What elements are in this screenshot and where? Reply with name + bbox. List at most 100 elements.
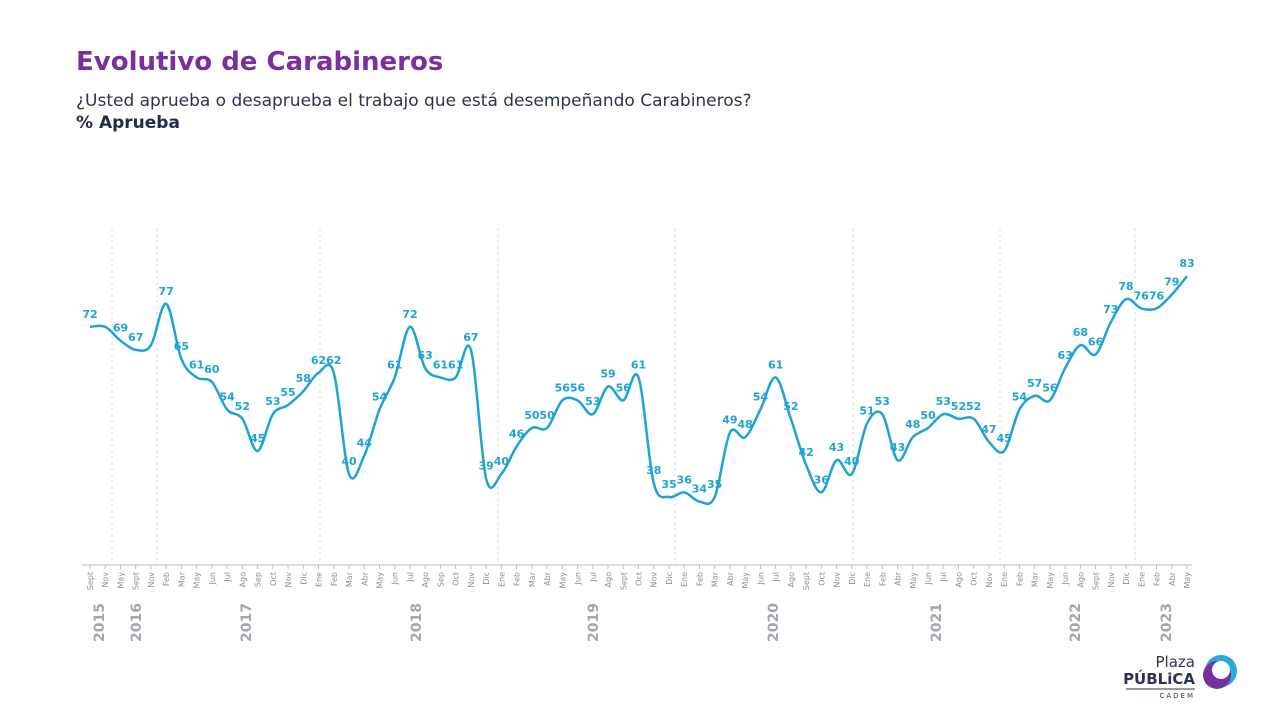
- value-label: 39: [478, 460, 493, 473]
- x-tick-label: May: [116, 572, 125, 589]
- value-label: 54: [372, 391, 388, 404]
- value-label: 34: [692, 483, 708, 496]
- value-label: 49: [722, 414, 737, 427]
- value-label: 62: [311, 354, 326, 367]
- value-label: 76: [1149, 289, 1165, 302]
- value-label: 53: [265, 395, 280, 408]
- x-tick-label: Jul: [589, 572, 598, 583]
- value-label: 73: [1103, 303, 1118, 316]
- x-tick-label: Nov: [101, 572, 110, 588]
- x-tick-label: Abr: [894, 571, 903, 586]
- x-tick-label: Sept: [132, 572, 141, 590]
- year-label: 2019: [586, 603, 602, 642]
- value-label: 56: [570, 381, 586, 394]
- value-label: 58: [296, 372, 311, 385]
- x-tick-label: Oct: [452, 572, 461, 586]
- x-tick-label: Jul: [772, 572, 781, 583]
- x-tick-label: May: [558, 572, 567, 589]
- x-tick-label: May: [1183, 572, 1192, 589]
- x-tick-label: Feb: [330, 572, 339, 586]
- x-tick-label: Nov: [147, 572, 156, 588]
- value-label: 63: [418, 349, 433, 362]
- x-tick-label: Ene: [1137, 572, 1146, 587]
- x-tick-label: Ene: [680, 572, 689, 587]
- year-label: 2015: [92, 603, 108, 642]
- x-tick-label: Nov: [985, 572, 994, 588]
- x-tick-label: Dic: [299, 572, 308, 585]
- x-tick-label: Abr: [726, 571, 735, 586]
- logo-text: PÚBLiCA: [1123, 669, 1195, 688]
- x-tick-label: Nov: [833, 572, 842, 588]
- value-label: 52: [951, 400, 966, 413]
- value-label: 61: [631, 358, 646, 371]
- value-label: 46: [509, 427, 525, 440]
- value-label: 61: [768, 358, 783, 371]
- x-tick-label: Ago: [604, 572, 613, 588]
- x-tick-label: Feb: [1015, 572, 1024, 586]
- value-label: 35: [707, 478, 722, 491]
- value-label: 54: [219, 391, 235, 404]
- x-tick-label: Dic: [848, 572, 857, 585]
- x-tick-label: May: [193, 572, 202, 589]
- x-tick-label: Sep: [436, 572, 445, 587]
- value-label: 53: [585, 395, 600, 408]
- value-label: 50: [524, 409, 540, 422]
- x-tick-label: Ago: [421, 572, 430, 588]
- value-label: 51: [859, 404, 874, 417]
- x-tick-label: Oct: [970, 572, 979, 586]
- chart-subtitle: ¿Usted aprueba o desaprueba el trabajo q…: [76, 91, 752, 111]
- value-label: 48: [905, 418, 920, 431]
- value-label: 43: [890, 441, 905, 454]
- dividers: [111, 228, 1136, 565]
- line: [89, 275, 1188, 506]
- x-tick-label: Nov: [1107, 572, 1116, 588]
- value-label: 65: [174, 340, 189, 353]
- x-tick-label: Sept: [86, 572, 95, 590]
- value-label: 61: [387, 358, 402, 371]
- x-tick-label: Dic: [1122, 572, 1131, 585]
- value-label: 61: [189, 358, 204, 371]
- x-tick-label: Ene: [315, 572, 324, 587]
- value-label: 42: [798, 446, 813, 459]
- year-label: 2018: [409, 603, 425, 642]
- chart-title: Evolutivo de Carabineros: [76, 47, 443, 77]
- value-label: 76: [1134, 289, 1150, 302]
- x-tick-label: Mar: [177, 571, 186, 587]
- x-tick-label: May: [375, 572, 384, 589]
- x-tick-label: Feb: [162, 572, 171, 586]
- x-tick-label: Sept: [1092, 572, 1101, 590]
- value-label: 72: [402, 308, 417, 321]
- value-label: 57: [1027, 377, 1042, 390]
- value-label: 79: [1164, 276, 1179, 289]
- x-tick-label: Feb: [513, 572, 522, 586]
- value-label: 56: [1042, 381, 1058, 394]
- value-label: 55: [280, 386, 295, 399]
- x-tick-label: Dic: [482, 572, 491, 585]
- value-label: 61: [433, 358, 448, 371]
- x-tick-label: Ene: [497, 572, 506, 587]
- x-tick-label: Jun: [574, 572, 583, 586]
- x-tick-label: Oct: [817, 572, 826, 586]
- value-label: 77: [159, 285, 174, 298]
- x-tick-label: Ago: [1076, 572, 1085, 588]
- value-label: 78: [1118, 280, 1133, 293]
- logo-icon: [1212, 661, 1230, 679]
- value-label: 60: [204, 363, 220, 376]
- value-label: 56: [616, 381, 632, 394]
- x-tick-label: Ago: [787, 572, 796, 588]
- value-label: 56: [555, 381, 571, 394]
- value-label: 50: [920, 409, 936, 422]
- value-label: 66: [1088, 335, 1104, 348]
- x-tick-label: Feb: [695, 572, 704, 586]
- value-label: 53: [875, 395, 890, 408]
- value-label: 44: [357, 437, 373, 450]
- value-label: 48: [737, 418, 752, 431]
- year-label: 2021: [929, 603, 945, 642]
- x-tick-label: Abr: [1168, 571, 1177, 586]
- value-label: 36: [814, 473, 830, 486]
- y-label: % Aprueba: [76, 113, 180, 133]
- x-tick-label: Sep: [254, 572, 263, 587]
- x-tick-label: Jul: [406, 572, 415, 583]
- x-tick-label: Jun: [756, 572, 765, 586]
